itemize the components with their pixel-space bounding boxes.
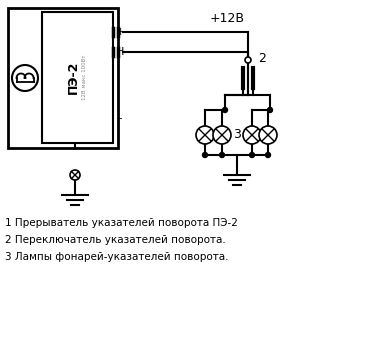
Circle shape [12, 65, 38, 91]
Circle shape [70, 170, 80, 180]
Circle shape [259, 126, 277, 144]
Text: +: + [116, 27, 125, 37]
Bar [8, 8, 118, 148]
Bar [42, 12, 113, 143]
Circle shape [213, 126, 231, 144]
Text: 12В макс 100Вт: 12В макс 100Вт [82, 55, 87, 100]
Text: 2 Переключатель указателей поворота.: 2 Переключатель указателей поворота. [5, 235, 226, 245]
Text: 3: 3 [233, 128, 241, 141]
Text: ПЭ-2: ПЭ-2 [67, 61, 80, 94]
Circle shape [267, 107, 272, 112]
Circle shape [243, 126, 261, 144]
Text: 3 Лампы фонарей-указателей поворота.: 3 Лампы фонарей-указателей поворота. [5, 252, 229, 262]
Circle shape [223, 107, 227, 112]
Text: 2: 2 [258, 51, 266, 64]
Text: Н: Н [116, 47, 124, 57]
Circle shape [196, 126, 214, 144]
Text: 1 Прерыватель указателей поворота ПЭ-2: 1 Прерыватель указателей поворота ПЭ-2 [5, 218, 238, 228]
Circle shape [250, 153, 255, 158]
Circle shape [202, 153, 208, 158]
Text: –: – [116, 113, 122, 123]
Circle shape [219, 153, 224, 158]
Circle shape [266, 153, 271, 158]
Circle shape [245, 57, 251, 63]
Text: +12В: +12В [210, 12, 245, 24]
